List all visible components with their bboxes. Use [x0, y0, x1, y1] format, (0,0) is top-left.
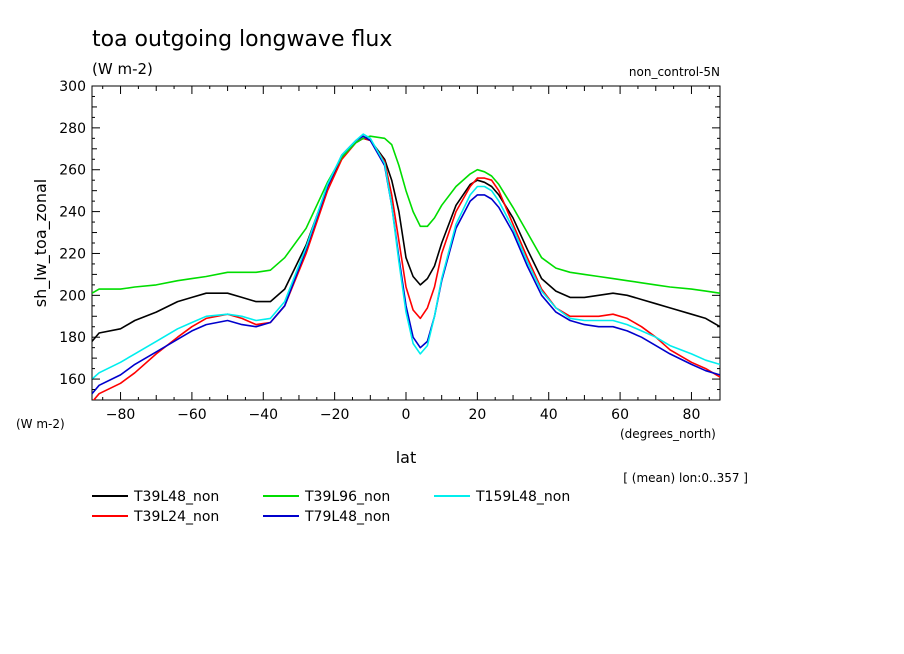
- x-tick-label: 20: [468, 407, 486, 423]
- y-tick-label: 220: [59, 246, 86, 262]
- series-layer: [92, 133, 720, 400]
- y-tick-label: 160: [59, 372, 86, 388]
- series-line-T39L96_non: [92, 135, 720, 294]
- x-tick-label: −20: [320, 407, 350, 423]
- x-units-label: (degrees_north): [620, 427, 716, 441]
- series-line-T39L48_non: [92, 137, 720, 342]
- series-line-T39L24_non: [92, 137, 720, 400]
- y-tick-label: 180: [59, 330, 86, 346]
- footnote: [ (mean) lon:0..357 ]: [623, 471, 748, 485]
- y-units-label: (W m-2): [16, 417, 65, 431]
- legend-label: T39L24_non: [133, 509, 219, 525]
- plot-frame: [91, 85, 721, 401]
- x-axis-ticks: −80 −60 −40 −20 0 20 40 60 80: [102, 86, 710, 423]
- series-line-T79L48_non: [92, 135, 720, 395]
- series-line-T159L48_non: [92, 133, 720, 380]
- y-axis-label: sh_lw_toa_zonal: [31, 179, 51, 307]
- chart-title: toa outgoing longwave flux: [92, 27, 392, 52]
- x-tick-label: 0: [402, 407, 411, 423]
- x-tick-label: −60: [177, 407, 207, 423]
- x-tick-label: 60: [611, 407, 629, 423]
- x-tick-label: −40: [248, 407, 278, 423]
- y-tick-label: 280: [59, 121, 86, 137]
- x-axis-label: lat: [396, 448, 417, 467]
- x-tick-label: 80: [683, 407, 701, 423]
- y-axis-ticks: 160 180 200 220 240 260 280 300: [59, 79, 720, 391]
- x-tick-label: −80: [106, 407, 136, 423]
- plot-area: −80 −60 −40 −20 0 20 40 60 80 160 180 200 220 240 260…: [59, 79, 721, 423]
- legend: T39L48_non T39L96_non T159L48_non T39L24_no…: [92, 489, 570, 525]
- legend-label: T39L48_non: [133, 489, 219, 505]
- experiment-label: non_control-5N: [629, 65, 720, 79]
- y-tick-label: 300: [59, 79, 86, 95]
- y-tick-label: 260: [59, 163, 86, 179]
- legend-label: T79L48_non: [304, 509, 390, 525]
- chart-subtitle: (W m-2): [92, 60, 153, 78]
- x-tick-label: 40: [540, 407, 558, 423]
- y-tick-label: 240: [59, 205, 86, 221]
- legend-label: T39L96_non: [304, 489, 390, 505]
- y-tick-label: 200: [59, 288, 86, 304]
- legend-label: T159L48_non: [475, 489, 570, 505]
